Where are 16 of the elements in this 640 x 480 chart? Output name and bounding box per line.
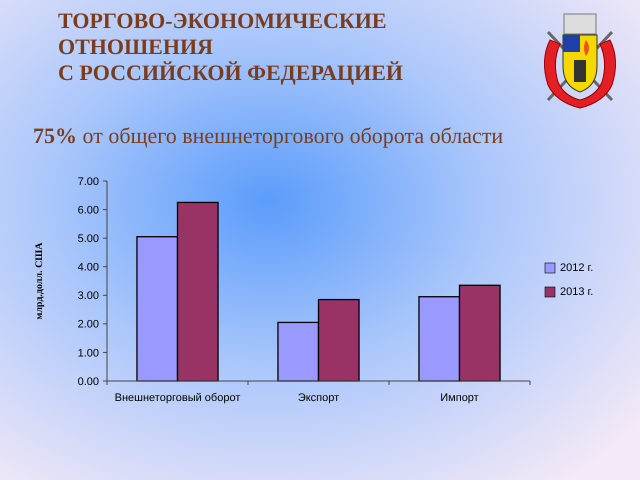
y-axis-title: млрд.долл. США (34, 242, 45, 320)
y-tick-label: 7.00 (78, 176, 99, 188)
legend-label: 2012 г. (560, 262, 594, 274)
legend-label: 2013 г. (560, 286, 594, 298)
chart-title: ТОРГОВО-ЭКОНОМИЧЕСКИЕ ОТНОШЕНИЯ С РОССИЙСКОЙ ФЕДЕРАЦИЕЙ (58, 8, 403, 85)
x-tick-label: Экспорт (298, 392, 340, 404)
x-tick-label: Импорт (440, 392, 479, 404)
y-tick-label: 6.00 (78, 204, 99, 216)
y-tick-label: 2.00 (78, 318, 99, 331)
y-tick-label: 1.00 (78, 347, 99, 360)
y-tick-label: 4.00 (78, 262, 99, 274)
y-tick-label: 0.00 (78, 376, 99, 388)
chart-subtitle: 75% от общего внешнеторгового оборота области (33, 123, 504, 148)
x-tick-label: Внешнеторговый оборот (114, 392, 240, 404)
y-tick-label: 3.00 (78, 290, 99, 302)
y-tick-label: 5.00 (78, 232, 99, 245)
